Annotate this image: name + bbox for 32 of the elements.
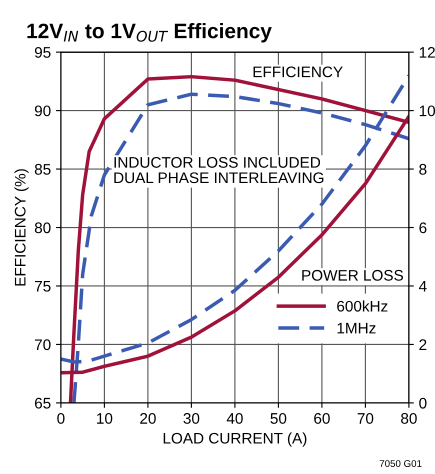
x-tick-label: 50 bbox=[270, 413, 286, 424]
y2-tick-label: 2 bbox=[419, 339, 426, 350]
x-tick-label: 40 bbox=[226, 413, 243, 424]
x-axis-title: LOAD CURRENT (A) bbox=[164, 432, 306, 447]
y2-tick-label: 12 bbox=[420, 47, 435, 58]
y2-tick-label: 10 bbox=[420, 105, 435, 116]
x-tick-label: 30 bbox=[183, 413, 200, 424]
y2-tick-label: 8 bbox=[419, 164, 426, 175]
annotation: INDUCTOR LOSS INCLUDED DUAL PHASE INTERLEAVING bbox=[114, 157, 324, 184]
y-tick-label: 95 bbox=[34, 47, 51, 58]
y2-tick-label: 4 bbox=[418, 281, 427, 292]
x-tick-label: 60 bbox=[314, 413, 330, 424]
text: 7050 G01 bbox=[380, 460, 422, 467]
y-axis-title: EFFICIENCY (%) bbox=[14, 169, 29, 286]
y-tick-label: 70 bbox=[34, 339, 51, 350]
y-tick-label: 75 bbox=[34, 281, 51, 292]
chart-title: 12V$_{IN}$ to 1V$_{OUT}$ Efficiency bbox=[27, 23, 272, 42]
x-tick-label: 80 bbox=[401, 413, 417, 424]
y2-tick-label: 6 bbox=[419, 222, 426, 234]
legend-label: 1MHz bbox=[338, 322, 376, 334]
x-tick-label: 0 bbox=[57, 413, 65, 424]
annotation: EFFICIENCY bbox=[254, 66, 343, 78]
y2-tick-label: 0 bbox=[419, 398, 427, 409]
x-tick-label: 10 bbox=[97, 413, 112, 424]
x-tick-label: 20 bbox=[140, 413, 156, 424]
annotation: POWER LOSS bbox=[302, 270, 404, 281]
y-tick-label: 90 bbox=[34, 105, 51, 116]
y-tick-label: 80 bbox=[34, 222, 51, 234]
x-tick-label: 70 bbox=[358, 413, 374, 424]
y-tick-label: 85 bbox=[34, 164, 51, 175]
legend-label: 600kHz bbox=[337, 300, 388, 312]
y-tick-label: 65 bbox=[34, 398, 51, 409]
